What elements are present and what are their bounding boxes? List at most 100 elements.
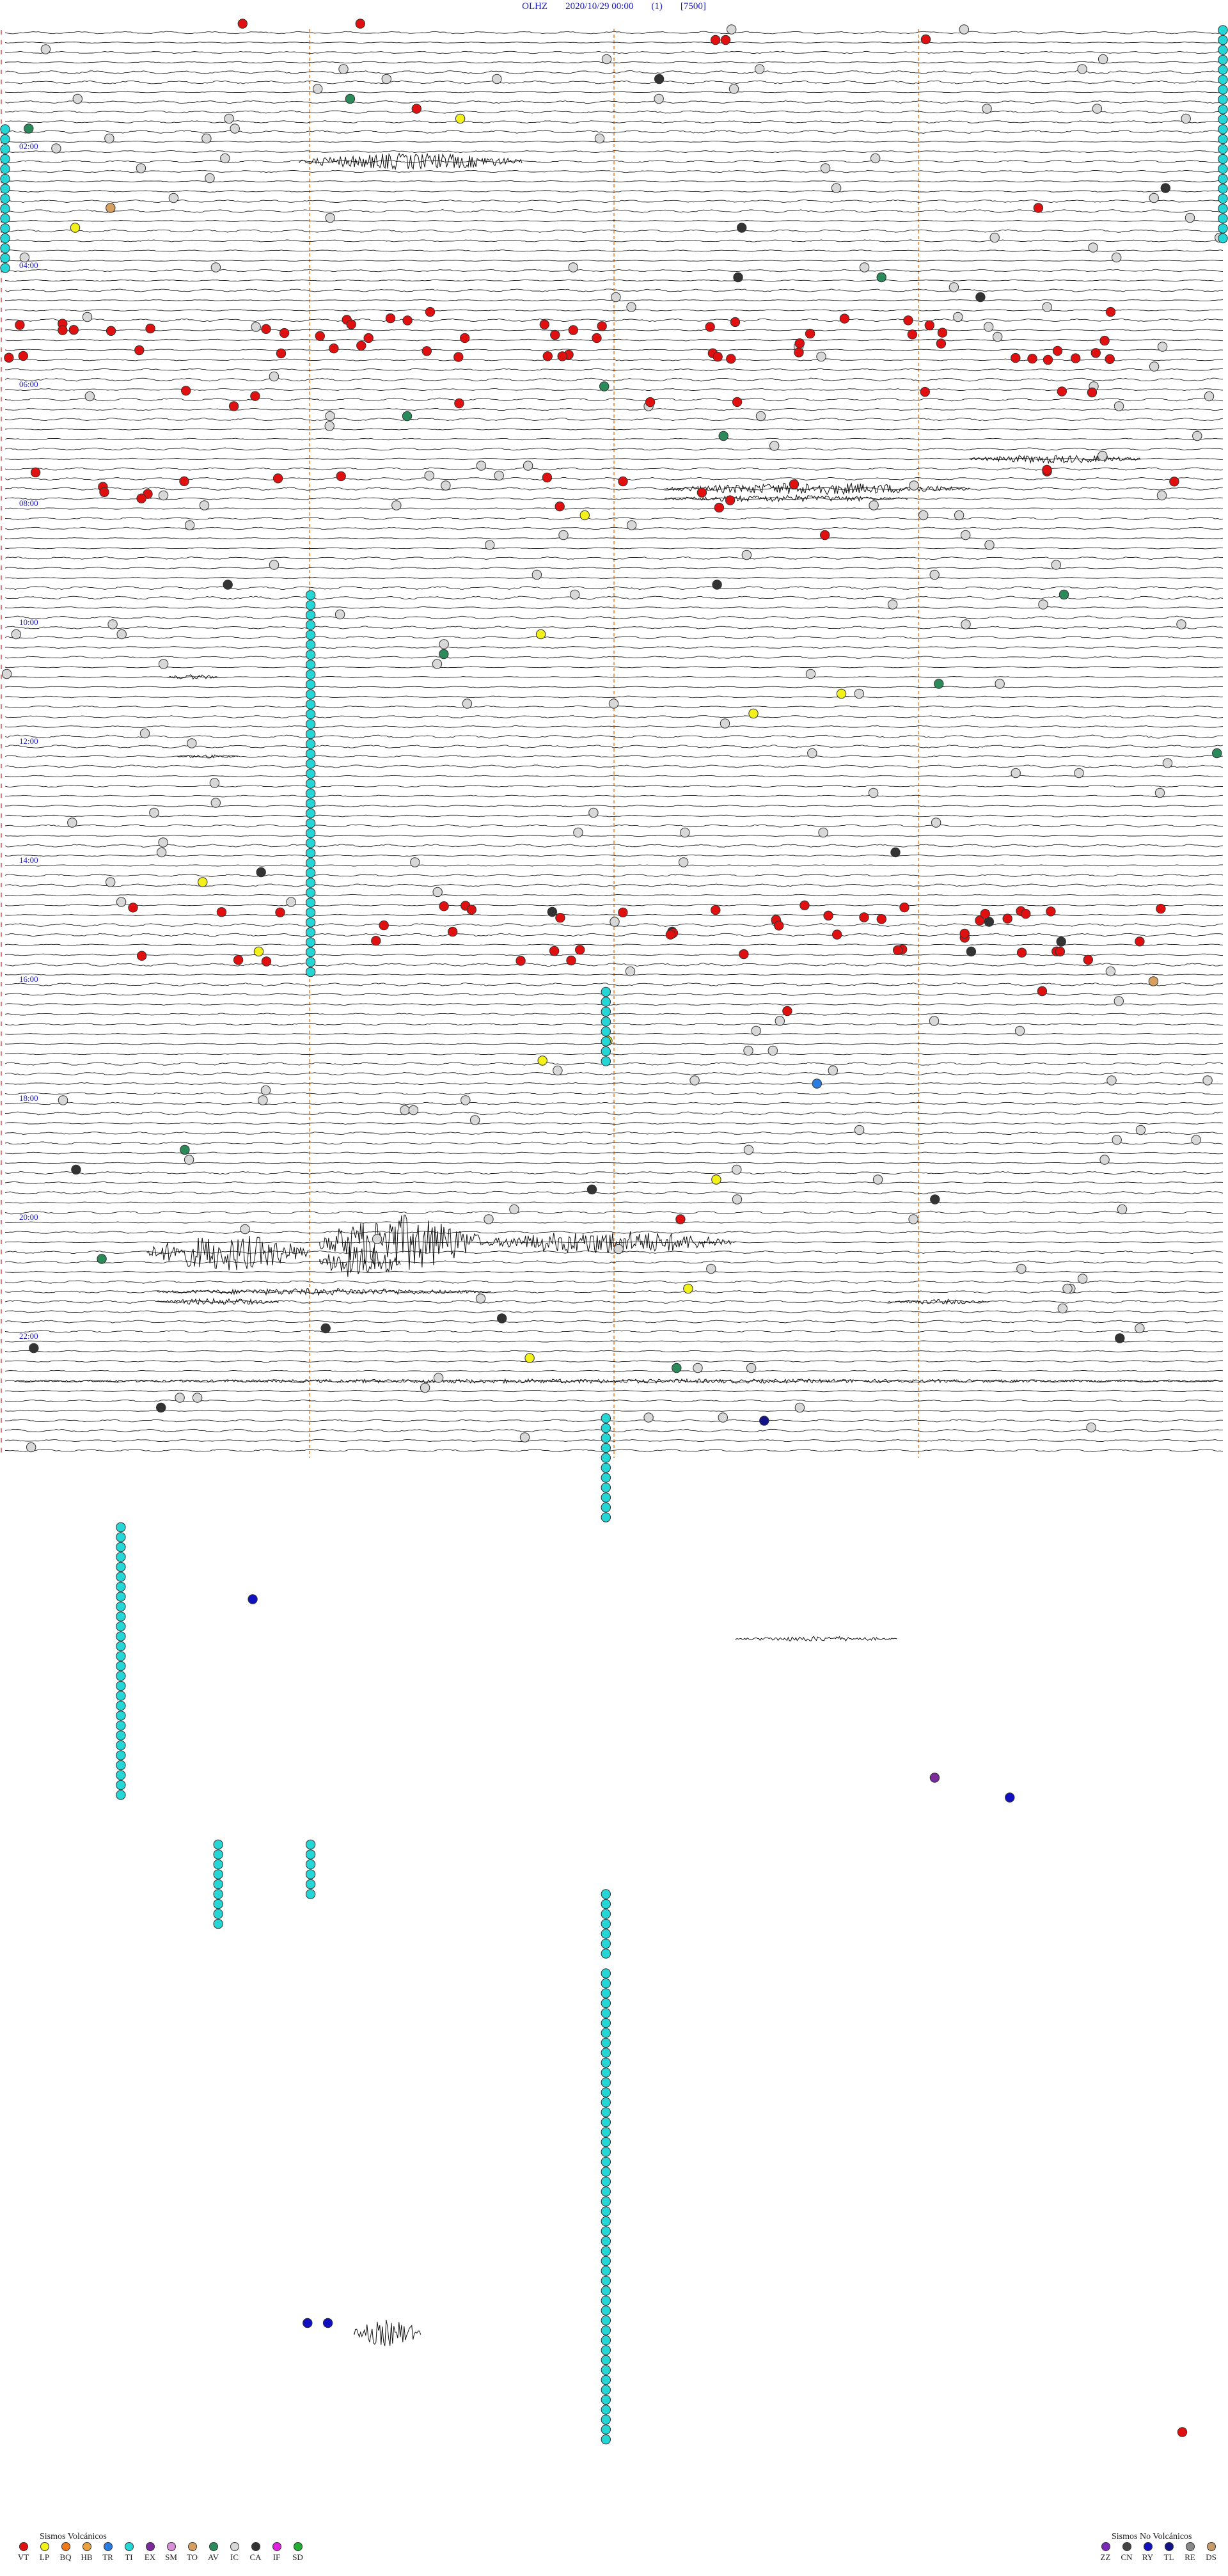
event-marker: [746, 1363, 757, 1373]
legend-volcanic: Sismos Volcánicos VT LP BQ HB TR TI EX SM TO AV IC…: [13, 2532, 308, 2563]
vt-event-marker: [720, 35, 731, 45]
ti-event-marker: [601, 1482, 611, 1493]
vt-event-marker: [712, 352, 723, 362]
event-marker: [104, 133, 114, 144]
event-marker: [1098, 450, 1108, 461]
ti-event-marker: [601, 1453, 611, 1463]
tremor-burst: [664, 494, 908, 503]
ti-event-marker: [116, 1592, 126, 1602]
seismic-trace: [4, 428, 1224, 431]
event-marker: [187, 738, 197, 748]
ti-event-marker: [601, 2147, 611, 2157]
ti-event-marker: [1218, 154, 1228, 164]
event-marker: [19, 252, 30, 263]
event-marker: [269, 560, 279, 570]
event-marker: [1099, 1155, 1110, 1165]
seismic-trace: [4, 775, 1224, 778]
seismic-trace: [4, 1003, 1224, 1006]
seismic-trace: [4, 686, 1224, 688]
ti-event-marker: [601, 1026, 611, 1037]
ti-event-marker: [213, 1879, 223, 1890]
ti-event-marker: [1218, 54, 1228, 65]
event-marker: [626, 520, 637, 530]
hour-label: 12:00: [19, 736, 38, 746]
ti-event-marker: [116, 1760, 126, 1771]
ti-event-marker: [116, 1671, 126, 1681]
seismic-trace: [4, 656, 1224, 659]
vt-event-marker: [936, 338, 947, 349]
ti-event-marker: [1218, 144, 1228, 154]
event-marker: [693, 1363, 703, 1373]
event-marker: [1112, 252, 1122, 263]
vt-event-marker: [448, 926, 458, 937]
hour-label: 04:00: [19, 260, 38, 270]
event-marker: [286, 897, 296, 907]
vt-event-marker: [592, 333, 602, 344]
vt-event-marker: [839, 313, 850, 324]
vt-event-marker: [876, 914, 887, 924]
seismic-trace: [4, 1071, 1224, 1076]
seismic-trace: [4, 1280, 1224, 1284]
event-marker: [984, 322, 994, 332]
ti-event-marker: [601, 1978, 611, 1989]
ti-event-marker: [305, 828, 316, 839]
event-marker: [156, 847, 167, 858]
vt-event-marker: [832, 929, 842, 940]
event-marker: [868, 787, 879, 798]
event-marker: [954, 510, 964, 521]
ti-event-marker: [116, 1680, 126, 1691]
event-marker: [256, 867, 266, 878]
event-marker: [547, 906, 558, 917]
vt-event-marker: [711, 35, 721, 45]
legend-swatch: [166, 2542, 176, 2551]
ti-event-marker: [601, 2385, 611, 2395]
event-marker: [930, 1194, 940, 1205]
seismic-trace: [4, 1250, 1224, 1254]
seismic-trace: [4, 516, 1224, 521]
ti-event-marker: [213, 1909, 223, 1919]
event-marker: [484, 1214, 494, 1224]
ti-event-marker: [116, 1572, 126, 1582]
vt-event-marker: [145, 323, 155, 334]
vt-event-marker: [1083, 954, 1094, 965]
ti-event-marker: [1218, 84, 1228, 95]
vt-event-marker: [789, 479, 799, 489]
event-marker: [1, 668, 12, 679]
ti-event-marker: [601, 1918, 611, 1929]
event-marker: [439, 639, 449, 649]
ti-event-marker: [601, 2414, 611, 2425]
vt-event-marker: [557, 351, 567, 361]
seismic-trace: [4, 1092, 1224, 1095]
ti-event-marker: [601, 1899, 611, 1909]
ti-event-marker: [601, 2365, 611, 2375]
vt-event-marker: [216, 907, 227, 917]
event-marker: [706, 1263, 716, 1274]
event-marker: [909, 480, 919, 491]
vt-event-marker: [597, 321, 607, 331]
seismic-trace: [4, 725, 1224, 728]
event-marker: [1154, 787, 1165, 798]
seismic-trace: [4, 1329, 1224, 1334]
ti-event-marker: [305, 907, 316, 918]
event-marker: [1033, 203, 1044, 213]
hour-label: 10:00: [19, 617, 38, 627]
event-marker: [40, 44, 51, 54]
event-marker: [1149, 193, 1159, 203]
ti-event-marker: [601, 2266, 611, 2276]
legend-code: IC: [230, 2552, 239, 2562]
seismic-trace: [4, 407, 1224, 411]
ti-event-marker: [601, 2226, 611, 2236]
vt-event-marker: [1002, 913, 1012, 924]
ti-event-marker: [601, 2424, 611, 2435]
event-marker: [869, 500, 879, 510]
vt-event-marker: [250, 391, 260, 401]
tremor-burst: [157, 1288, 492, 1297]
ti-event-marker: [601, 2206, 611, 2216]
event-marker: [462, 699, 473, 709]
ti-event-marker: [305, 649, 316, 660]
event-marker: [1014, 1025, 1025, 1036]
seismic-trace: [4, 507, 1224, 510]
vt-event-marker: [402, 315, 413, 326]
event-marker: [70, 223, 81, 233]
hour-label: 16:00: [19, 974, 38, 984]
